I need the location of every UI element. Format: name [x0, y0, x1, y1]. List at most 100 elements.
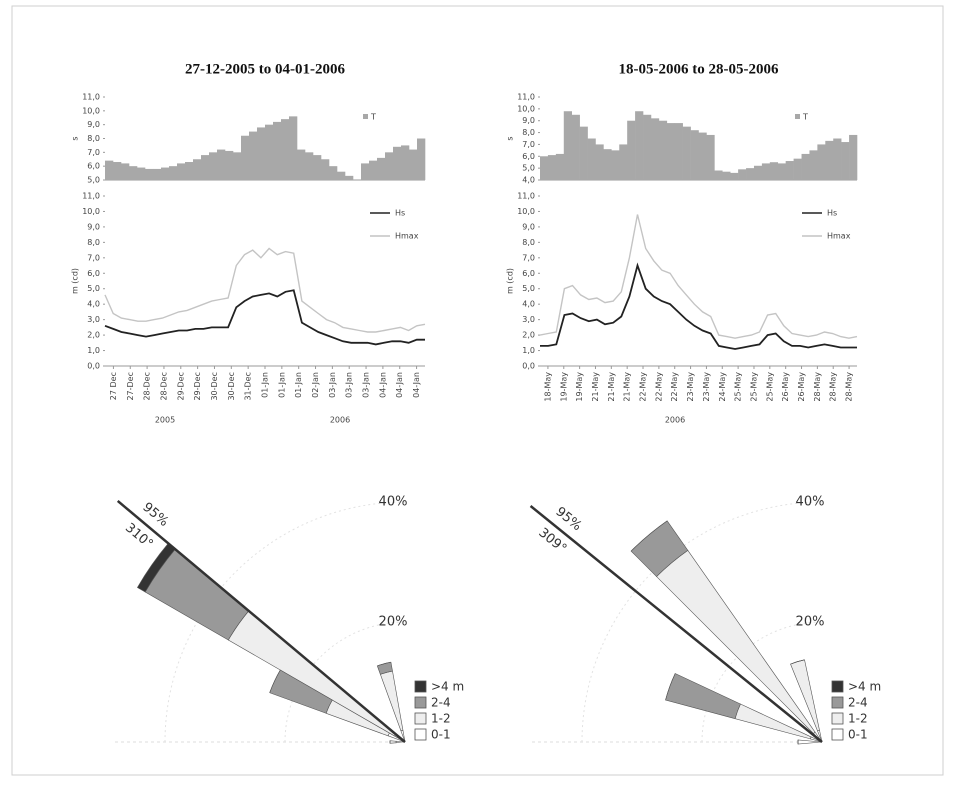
period-bar [619, 144, 628, 180]
y-tick-label: 11,0 [517, 93, 535, 102]
x-tick-label: 27 Dec [109, 372, 118, 400]
y-tick-label: 11,0 [82, 93, 100, 102]
x-tick-label: 21-May [623, 372, 632, 402]
period-bar [817, 144, 826, 180]
period-bar [547, 155, 557, 180]
x-tick-label: 28-Dec [159, 372, 168, 401]
period-bar [769, 162, 779, 180]
rose-ring [701, 621, 823, 743]
period-bar [571, 114, 580, 180]
rose-segment [269, 669, 281, 693]
legend-label: Hmax [827, 232, 851, 241]
period-bar [233, 152, 242, 180]
legend-swatch [831, 696, 844, 709]
period-bar [579, 126, 588, 180]
period-bar [321, 159, 330, 180]
y-tick-label: 8,0 [87, 134, 100, 143]
period-bar [361, 163, 370, 180]
period-bar [611, 150, 620, 180]
y-tick-label: 9,0 [87, 222, 100, 231]
y-tick-label: 6,0 [522, 269, 535, 278]
legend-label: 0-1 [848, 728, 868, 742]
y-tick-label: 7,0 [522, 140, 535, 149]
x-tick-label: 28-May [845, 372, 854, 402]
x-tick-label: 29-Dec [176, 372, 185, 401]
y-tick-label: 11,0 [517, 192, 535, 201]
period-bar [746, 168, 755, 180]
legend-swatch [414, 712, 427, 725]
period-bar [801, 153, 810, 180]
period-bar [793, 158, 802, 180]
legend-label: >4 m [431, 680, 464, 694]
period-bar [105, 160, 114, 180]
period-bar [587, 138, 596, 180]
y-tick-label: 10,0 [82, 106, 100, 115]
x-tick-label: 22-May [654, 372, 663, 402]
y-tick-label: 1,0 [522, 346, 535, 355]
period-bar [145, 168, 154, 180]
period-bar [595, 144, 604, 180]
rose-segment [665, 673, 741, 720]
year-label: 2005 [155, 416, 175, 425]
period-bar [650, 118, 660, 180]
period-bar [540, 156, 549, 180]
x-tick-label: 03-Jan [345, 372, 354, 398]
rose-ring-label: 40% [379, 495, 408, 510]
period-bar [257, 127, 266, 180]
direction-label: 310° [122, 521, 156, 553]
x-tick-label: 21-May [607, 372, 616, 402]
x-tick-label: 26-May [781, 372, 790, 402]
year-label: 2006 [330, 416, 350, 425]
period-bar [129, 166, 138, 180]
legend-label: 1-2 [431, 712, 451, 726]
period-bar [706, 134, 715, 180]
y-tick-label: 6,0 [87, 162, 100, 171]
y-tick-label: 10,0 [517, 104, 535, 113]
percent-label: 95% [139, 500, 171, 530]
y-tick-label: 6,0 [87, 269, 100, 278]
mean-direction [116, 499, 406, 743]
period-bar [753, 165, 763, 180]
legend-label: >4 m [848, 680, 881, 694]
period-bar [833, 138, 842, 180]
x-tick-label: 01-Jan [261, 372, 270, 398]
period-bar [377, 157, 386, 180]
period-bar [241, 135, 250, 180]
x-tick-label: 01-Jan [277, 372, 286, 398]
y-tick-label: 9,0 [522, 116, 535, 125]
period-bar [635, 111, 644, 180]
legend-swatch [795, 114, 800, 119]
y-tick-label: 4,0 [522, 176, 535, 185]
period-bar [209, 152, 218, 180]
x-tick-label: 19-May [575, 372, 584, 402]
direction-label: 309° [535, 525, 569, 556]
period-bar [297, 149, 306, 180]
period-bar [849, 134, 858, 180]
period-bar [563, 111, 572, 180]
period-bar [345, 175, 354, 180]
height-line [540, 262, 857, 350]
period-bar [417, 138, 426, 180]
period-bar [738, 169, 747, 180]
legend-swatch [363, 114, 368, 119]
x-tick-label: 04-Jan [412, 372, 421, 398]
y-tick-label: 5,0 [522, 164, 535, 173]
period-bar [153, 168, 162, 180]
y-tick-label: 10,0 [82, 207, 100, 216]
period-bar [313, 155, 322, 180]
rose-segment [227, 610, 397, 737]
y-tick-label: 8,0 [522, 128, 535, 137]
period-bar [329, 166, 338, 180]
period-bar [603, 149, 612, 180]
x-tick-label: 25-May [765, 372, 774, 402]
period-bar [289, 116, 298, 180]
y-tick-label: 7,0 [522, 253, 535, 262]
x-tick-label: 27-Dec [126, 372, 135, 401]
x-tick-label: 28-May [813, 372, 822, 402]
period-bar [658, 120, 668, 180]
x-tick-label: 26-May [797, 372, 806, 402]
y-tick-label: 2,0 [522, 331, 535, 340]
frame [11, 5, 944, 776]
rose-ring-label: 40% [796, 495, 825, 510]
